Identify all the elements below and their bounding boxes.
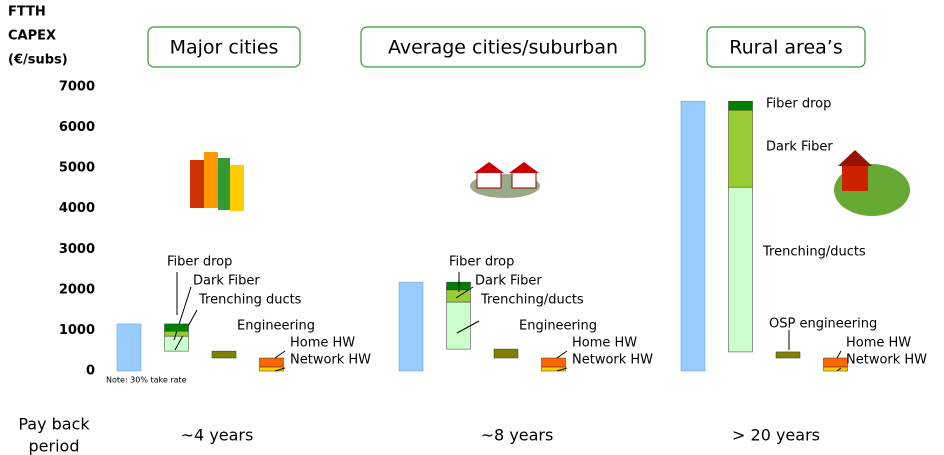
row-label: period [29, 437, 80, 455]
group-title: Average cities/suburban [388, 37, 618, 59]
payback: > 20 years [732, 426, 820, 445]
leader-line [275, 351, 285, 358]
segment-bar [212, 351, 236, 358]
y-tick-label: 3000 [59, 242, 95, 257]
segment-bar [260, 367, 284, 371]
chart: FTTH CAPEX (€/subs) Note: 30% take rate … [0, 0, 944, 455]
segment-label: Home HW [846, 336, 911, 351]
segment-label: Fiber drop [167, 255, 232, 270]
segment-bar [729, 110, 753, 187]
segment-bar [776, 352, 800, 358]
segment-label: Trenching/ducts [762, 245, 866, 260]
y-tick-label: 6000 [59, 120, 95, 135]
group-title: Rural area’s [729, 37, 842, 59]
y-tick-label: 0 [86, 364, 95, 379]
title-line: FTTH [8, 5, 46, 20]
segment-label: Network HW [290, 353, 371, 368]
y-tick-label: 7000 [59, 80, 95, 95]
segment-label: Home HW [290, 336, 355, 351]
segment-bar [824, 358, 848, 367]
title-line: CAPEX [8, 29, 56, 44]
segment-label: Dark Fiber [766, 140, 833, 155]
row-label: Pay back [18, 415, 90, 434]
segment-label: Engineering [519, 319, 597, 334]
group-title: Major cities [170, 37, 279, 59]
segment-bar [542, 367, 566, 371]
segment-label: Dark Fiber [475, 274, 542, 289]
total-bar [399, 282, 423, 371]
segment-label: Fiber drop [766, 97, 831, 112]
note: Note: 30% take rate [106, 376, 187, 385]
y-tick-label: 5000 [59, 161, 95, 176]
segment-bar [260, 358, 284, 367]
title-line: (€/subs) [8, 53, 68, 68]
segment-label: Fiber drop [449, 255, 514, 270]
segment-label: Engineering [237, 319, 315, 334]
segment-label: Trenching ducts [198, 293, 302, 308]
total-bar [117, 324, 141, 371]
segment-label: Trenching/ducts [480, 293, 584, 308]
city-icon [190, 152, 244, 211]
segment-label: Network HW [846, 353, 927, 368]
segment-label: Dark Fiber [193, 274, 260, 289]
leader-line [557, 351, 567, 358]
segment-bar [165, 336, 189, 351]
segment-bar [494, 349, 518, 358]
farm-icon [834, 150, 910, 216]
segment-label: OSP engineering [769, 317, 877, 332]
total-bar [681, 101, 705, 371]
leader-line [837, 351, 841, 358]
payback: ~4 years [181, 426, 254, 445]
segment-bar [542, 358, 566, 367]
segment-label: Network HW [572, 353, 653, 368]
y-tick-label: 4000 [59, 201, 95, 216]
payback: ~8 years [481, 426, 554, 445]
segment-bar [729, 101, 753, 110]
segment-bar [165, 324, 189, 331]
y-tick-label: 1000 [59, 323, 95, 338]
y-tick-label: 2000 [59, 282, 95, 297]
segment-label: Home HW [572, 336, 637, 351]
segment-bar [447, 302, 471, 349]
houses-icon [470, 162, 540, 198]
segment-bar [729, 187, 753, 352]
segment-bar [824, 367, 848, 371]
